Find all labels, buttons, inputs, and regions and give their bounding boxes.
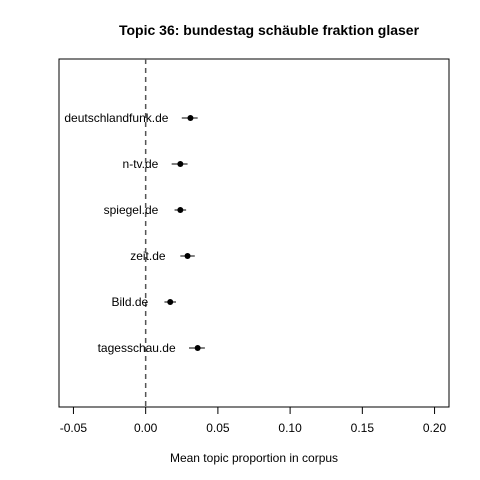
data-point-group: deutschlandfunk.de <box>64 111 198 125</box>
x-tick-label: 0.10 <box>278 421 302 435</box>
category-label: spiegel.de <box>104 203 159 217</box>
point-estimate <box>187 115 194 121</box>
x-tick-label: 0.15 <box>351 421 375 435</box>
data-point-group: spiegel.de <box>104 203 187 217</box>
x-tick-label: 0.00 <box>134 421 158 435</box>
data-point-group: zeit.de <box>130 249 195 263</box>
x-tick-label: -0.05 <box>60 421 88 435</box>
x-tick-label: 0.20 <box>423 421 447 435</box>
point-estimate <box>177 161 184 167</box>
category-label: Bild.de <box>112 295 149 309</box>
point-estimate <box>167 299 174 305</box>
x-axis-label: Mean topic proportion in corpus <box>170 451 338 465</box>
data-point-group: tagesschau.de <box>98 341 205 355</box>
data-points: deutschlandfunk.de n-tv.de spiegel.de zeit.… <box>64 111 205 355</box>
data-point-group: Bild.de <box>112 295 176 309</box>
x-tick-label: 0.05 <box>206 421 230 435</box>
point-estimate <box>194 345 201 351</box>
category-label: tagesschau.de <box>98 341 176 355</box>
data-point-group: n-tv.de <box>123 157 188 171</box>
point-estimate <box>184 253 191 259</box>
chart-title: Topic 36: bundestag schäuble fraktion gl… <box>119 22 420 38</box>
category-label: zeit.de <box>130 249 166 263</box>
category-label: n-tv.de <box>123 157 159 171</box>
category-label: deutschlandfunk.de <box>64 111 168 125</box>
x-axis: -0.05 0.00 0.05 0.10 0.15 0.20 <box>60 406 447 435</box>
point-estimate <box>177 207 184 213</box>
